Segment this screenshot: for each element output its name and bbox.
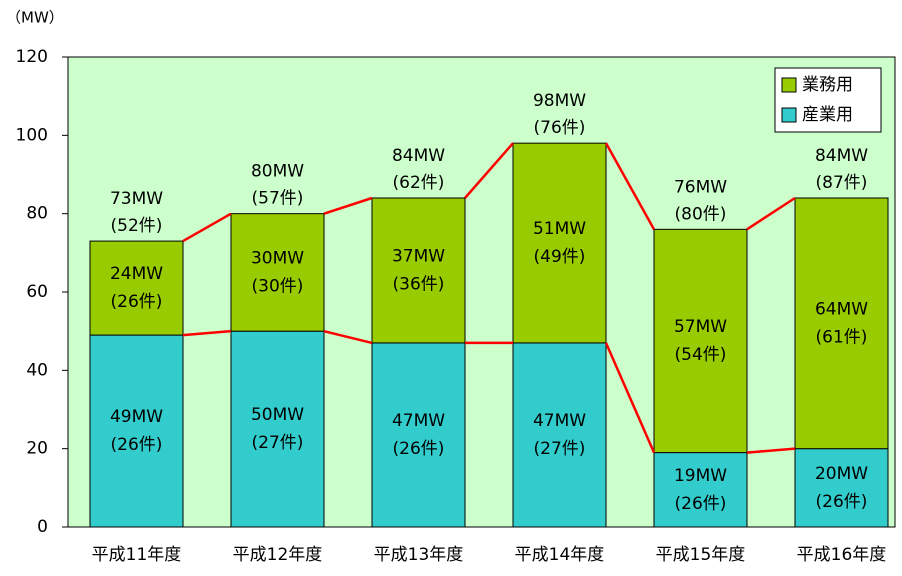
count-label: (26件) [393,439,445,459]
x-tick-label: 平成15年度 [656,545,746,565]
connector [604,142,656,230]
bar-segment [653,228,748,454]
total-label: 80MW [251,162,304,182]
y-tick-label: 60 [26,282,48,302]
legend-swatch [781,77,797,93]
count-label: (26件) [675,494,727,514]
count-label: (26件) [816,492,868,512]
value-label: 20MW [815,464,868,484]
count-label: (26件) [111,292,163,312]
total-label: 98MW [533,91,586,111]
bar-segment [794,197,889,450]
connector [323,196,373,215]
total-label: 76MW [674,177,727,197]
total-count-label: (57件) [252,189,304,209]
value-label: 24MW [110,264,163,284]
value-label: 30MW [251,248,304,268]
connector [746,196,796,231]
bar-segment [653,452,748,528]
connector [464,142,514,199]
value-label: 64MW [815,299,868,319]
y-tick-label: 120 [16,47,48,67]
value-label: 37MW [392,246,445,266]
y-tick-label: 80 [26,204,48,224]
connector [323,329,373,345]
y-tick-label: 100 [16,125,48,145]
bar-segment [371,197,466,344]
bar-segment [89,240,184,336]
total-count-label: (62件) [393,173,445,193]
y-tick-label: 40 [26,360,48,380]
connector [604,342,656,454]
count-label: (30件) [252,276,304,296]
bar-segment [794,448,889,528]
total-count-label: (52件) [111,216,163,236]
total-label: 84MW [815,146,868,166]
y-axis-label: （MW） [6,9,64,27]
total-label: 73MW [110,189,163,209]
y-tick-label: 0 [37,517,48,537]
bar-segment [512,142,607,344]
count-label: (27件) [252,433,304,453]
bar-segment [89,334,184,528]
legend-swatch [781,107,797,123]
legend-label: 業務用 [802,75,853,95]
value-label: 50MW [251,405,304,425]
count-label: (54件) [675,345,727,365]
x-tick-label: 平成13年度 [374,545,464,565]
connector [182,212,232,243]
count-label: (49件) [534,247,586,267]
x-tick-label: 平成16年度 [797,545,887,565]
x-tick-label: 平成12年度 [233,545,323,565]
bar-segment [371,342,466,528]
value-label: 19MW [674,466,727,486]
count-label: (27件) [534,439,586,459]
count-label: (36件) [393,274,445,294]
count-label: (61件) [816,327,868,347]
total-label: 84MW [392,146,445,166]
count-label: (26件) [111,435,163,455]
x-tick-label: 平成11年度 [92,545,182,565]
total-count-label: (80件) [675,204,727,224]
y-tick-label: 20 [26,439,48,459]
bar-segment [230,330,325,528]
value-label: 51MW [533,219,586,239]
value-label: 49MW [110,407,163,427]
value-label: 57MW [674,317,727,337]
plot-area [67,56,896,528]
x-tick-label: 平成14年度 [515,545,605,565]
total-count-label: (76件) [534,118,586,138]
value-label: 47MW [533,411,586,431]
total-count-label: (87件) [816,173,868,193]
connector [746,447,796,454]
connector [182,329,232,337]
bar-segment [230,213,325,332]
legend-label: 産業用 [802,105,853,125]
bar-segment [512,342,607,528]
value-label: 47MW [392,411,445,431]
